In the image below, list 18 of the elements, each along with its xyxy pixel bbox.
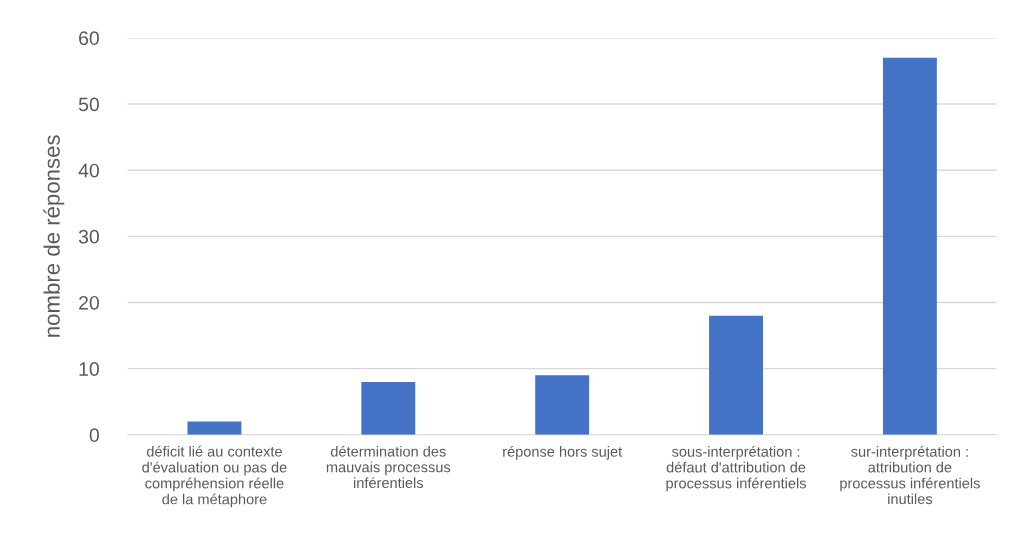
y-axis-title: nombre de réponses (43, 135, 65, 337)
x-tick-label: détermination des mauvais processus inférentiels (326, 445, 451, 489)
bar (187, 421, 242, 435)
bar (361, 381, 416, 435)
y-tick-label: 30 (78, 229, 99, 244)
y-tick-label: 0 (89, 428, 99, 443)
x-tick-label: réponse hors sujet (503, 445, 623, 460)
bar (535, 375, 590, 435)
x-tick-label: sous-interprétation : défaut d'attribution de processus inférentiels (666, 445, 807, 492)
x-tick-label: déficit lié au contexte d'évaluation ou pas de compréhension réelle de la métaphore (142, 445, 287, 508)
y-tick-label: 60 (79, 31, 99, 46)
y-tick-label: 10 (79, 362, 99, 376)
bar (882, 57, 937, 435)
y-tick-label: 50 (78, 97, 99, 112)
y-tick-label: 40 (78, 163, 99, 178)
bar (709, 315, 763, 435)
y-tick-label: 20 (79, 295, 99, 310)
x-tick-label: sur-interprétation : attribution de processus inférentiels inutiles (840, 445, 980, 505)
